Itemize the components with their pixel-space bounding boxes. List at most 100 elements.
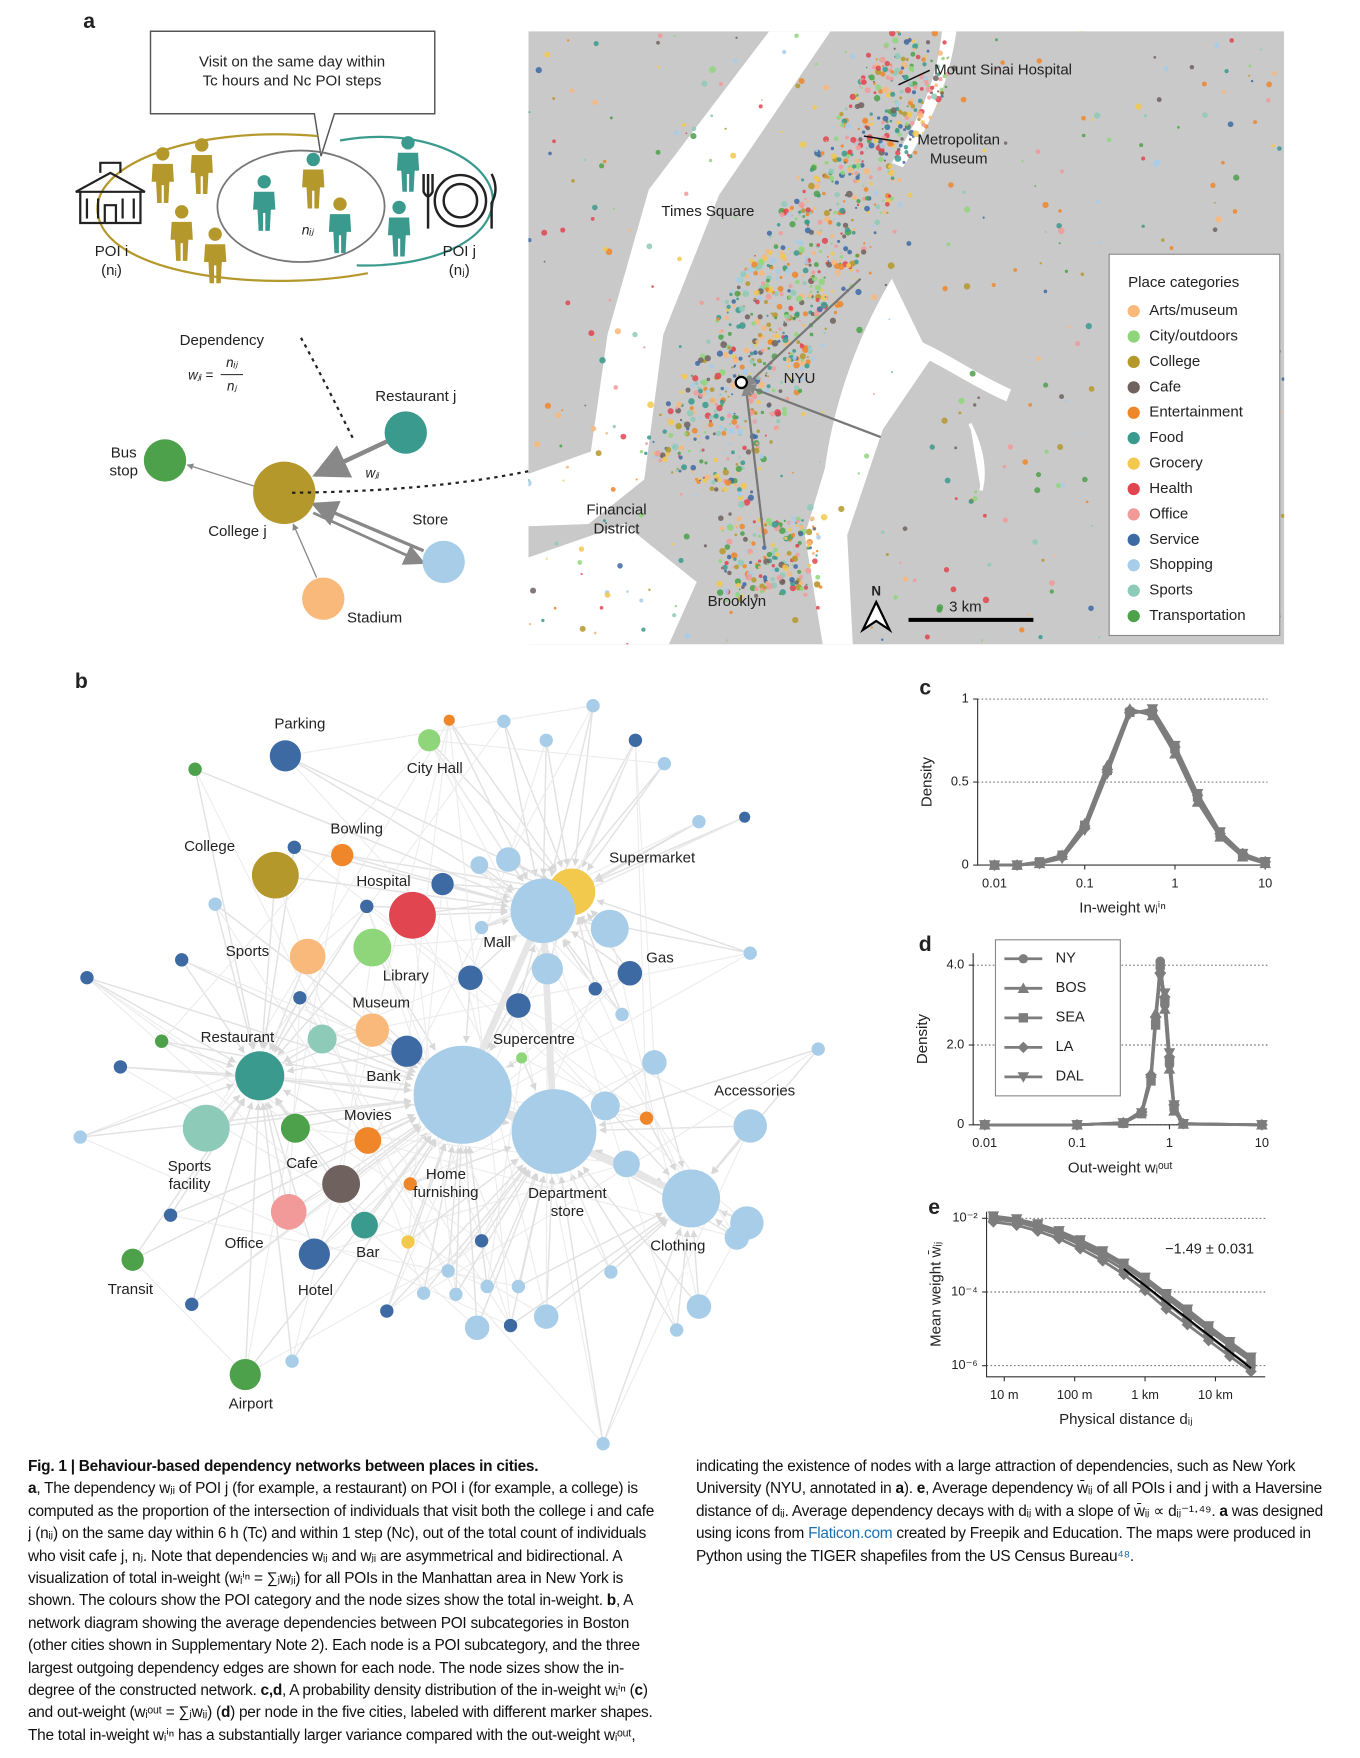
poi-dot bbox=[722, 564, 728, 571]
marker bbox=[987, 1211, 1000, 1222]
marker bbox=[1160, 1288, 1173, 1300]
caption-text: Fig. 1 | Behaviour-based dependency netw… bbox=[28, 1458, 539, 1475]
network-edge bbox=[266, 1101, 316, 1255]
poi-dot bbox=[880, 530, 885, 535]
poi-dot bbox=[765, 372, 768, 374]
poi-dot bbox=[677, 256, 682, 262]
building-icon bbox=[75, 161, 146, 225]
poi-dot bbox=[907, 81, 913, 87]
legend-marker bbox=[1018, 1013, 1029, 1023]
poi-dot bbox=[779, 253, 787, 260]
network-node-label: Department bbox=[528, 1185, 607, 1202]
poi-dot bbox=[785, 357, 792, 363]
poi-dot bbox=[775, 418, 781, 424]
poi-dot bbox=[528, 237, 532, 243]
poi-dot bbox=[694, 477, 698, 481]
poi-dot bbox=[1041, 558, 1045, 562]
network-node bbox=[354, 1127, 382, 1154]
poi-dot bbox=[864, 453, 870, 459]
poi-dot bbox=[783, 320, 786, 323]
caption-text: ). bbox=[903, 1480, 917, 1498]
person-head bbox=[333, 197, 347, 211]
person-icon bbox=[170, 205, 193, 261]
poi-dot bbox=[753, 297, 757, 301]
poi-dot bbox=[726, 554, 732, 560]
poi-dot bbox=[895, 150, 901, 156]
poi-dot bbox=[688, 449, 691, 453]
poi-dot bbox=[743, 499, 751, 506]
poi-dot bbox=[845, 190, 853, 198]
marker bbox=[1259, 857, 1272, 868]
poi-dot bbox=[755, 339, 760, 344]
edge bbox=[310, 501, 425, 553]
network-edge bbox=[448, 719, 557, 871]
poi-dot bbox=[936, 104, 939, 107]
poi-dot bbox=[982, 513, 987, 518]
marker bbox=[1202, 1321, 1215, 1332]
y-axis-title: Density bbox=[918, 757, 935, 808]
marker bbox=[1256, 1120, 1268, 1131]
poi-dot bbox=[762, 545, 767, 550]
poi-dot bbox=[719, 416, 725, 421]
network-node bbox=[474, 920, 489, 935]
poi-dot bbox=[954, 446, 958, 450]
poi-dot bbox=[765, 248, 770, 254]
poi-dot bbox=[1093, 112, 1101, 119]
poi-dot bbox=[958, 397, 965, 404]
network-edge bbox=[447, 1270, 488, 1288]
poi-dot bbox=[814, 183, 820, 190]
poi-dot bbox=[960, 96, 967, 103]
poi-dot bbox=[604, 592, 611, 598]
poi-dot bbox=[565, 465, 569, 469]
poi-dot bbox=[816, 230, 822, 236]
poi-dot bbox=[590, 426, 597, 432]
caption-link[interactable]: ⁴⁸ bbox=[1117, 1547, 1130, 1565]
poi-dot bbox=[821, 294, 828, 301]
network-node bbox=[586, 699, 600, 713]
x-tick-label: 0.01 bbox=[972, 1135, 997, 1150]
poi-dot bbox=[705, 474, 711, 480]
poi-dot bbox=[756, 429, 761, 434]
poi-dot bbox=[750, 552, 753, 555]
poi-dot bbox=[788, 376, 793, 381]
poi-dot bbox=[730, 290, 734, 294]
poi-dot bbox=[1177, 126, 1180, 129]
poi-dot bbox=[897, 132, 902, 137]
poi-dot bbox=[684, 191, 689, 197]
poi-dot bbox=[667, 418, 670, 421]
poi-dot bbox=[987, 562, 992, 567]
poi-dot bbox=[817, 270, 821, 274]
poi-dot bbox=[1075, 340, 1081, 347]
poi-dot bbox=[835, 302, 838, 305]
caption-text: was designed using icons from bbox=[696, 1502, 1323, 1543]
poi-dot bbox=[798, 575, 803, 580]
poi-dot bbox=[678, 557, 684, 564]
poi-dot bbox=[841, 150, 848, 157]
poi-dot bbox=[865, 147, 869, 150]
poi-dot bbox=[774, 409, 781, 416]
poi-dot bbox=[780, 474, 783, 478]
poi-dot bbox=[887, 194, 892, 198]
callout-box bbox=[149, 30, 436, 157]
poi-dot bbox=[921, 131, 924, 135]
poi-dot bbox=[908, 65, 914, 72]
poi-dot bbox=[898, 109, 902, 113]
poi-dot bbox=[770, 312, 773, 315]
poi-dot bbox=[804, 227, 811, 234]
map-annotation: District bbox=[593, 521, 640, 538]
poi-dot bbox=[765, 582, 773, 590]
edge-label: wⱼᵢ bbox=[365, 465, 379, 480]
poi-dot bbox=[827, 220, 833, 225]
poi-dot bbox=[820, 342, 826, 348]
poi-dot bbox=[842, 200, 846, 203]
network-edge bbox=[576, 917, 596, 990]
poi-dot bbox=[1044, 230, 1047, 234]
poi-dot bbox=[738, 588, 741, 591]
poi-dot bbox=[1049, 589, 1054, 594]
poi-dot bbox=[873, 70, 876, 73]
poi-dot bbox=[773, 547, 778, 552]
caption-link[interactable]: Flaticon.com bbox=[808, 1525, 893, 1543]
marker bbox=[1117, 1118, 1130, 1129]
poi-dot bbox=[681, 464, 688, 471]
poi-dot bbox=[830, 153, 837, 160]
